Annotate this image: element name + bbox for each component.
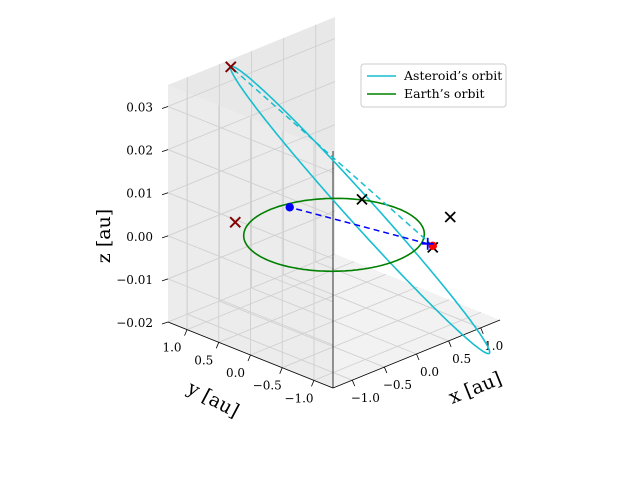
tick-labels: −1.0−0.50.00.51.01.00.50.0−0.5−1.0−0.02−… (116, 101, 503, 406)
cross-3 (356, 193, 368, 205)
grid-line-z-3 (166, 124, 336, 260)
z-tick-label-4: 0.02 (126, 144, 153, 158)
grid-line-y-floor-2 (250, 286, 418, 356)
z-tick-label-3: 0.01 (126, 187, 153, 201)
z-axis-label: z [au] (93, 209, 115, 263)
grid-line-z-5 (166, 38, 336, 173)
grid-line-y-floor-4 (186, 261, 355, 331)
z-tick-label-1: −0.01 (116, 273, 153, 287)
z-tick-mark-0 (161, 321, 169, 325)
blue-dashed-line (289, 206, 428, 245)
blue-point (285, 203, 294, 212)
x-tick-mark-1 (384, 366, 388, 374)
x-tick-label-1: −0.5 (383, 378, 412, 392)
x-tick-label-0: −1.0 (351, 391, 380, 405)
y-tick-mark-2 (247, 354, 251, 362)
y-tick-label-3: −0.5 (253, 379, 282, 393)
cross-red-2 (229, 216, 241, 228)
cross-red-1 (225, 61, 237, 73)
y-tick-mark-0 (184, 329, 188, 336)
y-axis-label: y [au] (183, 377, 243, 423)
grid-line-z-1 (166, 210, 336, 346)
x-tick-label-2: 0.0 (420, 365, 439, 379)
cross-red-1-stroke-b (225, 61, 237, 73)
z-tick-mark-5 (161, 106, 169, 109)
grid-line-z-4 (166, 81, 336, 217)
legend-label-asteroid: Asteroid’s orbit (403, 68, 502, 83)
z-tick-label-0: −0.02 (116, 316, 153, 330)
grid-line-z-2 (166, 167, 336, 303)
red-point (428, 241, 437, 251)
y-tick-mark-3 (279, 367, 283, 374)
x-tick-mark-2 (416, 353, 420, 361)
legend-label-earth: Earth’s orbit (404, 86, 485, 101)
x-axis-label: x [au] (446, 368, 505, 409)
z-tick-mark-4 (161, 149, 169, 153)
cross-3-stroke-b (356, 193, 368, 205)
z-tick-label-5: 0.03 (126, 101, 153, 115)
cross-5-stroke-b (444, 211, 456, 223)
x-tick-mark-0 (351, 379, 356, 387)
z-tick-label-2: 0.00 (126, 230, 153, 244)
y-tick-label-2: 0.0 (226, 366, 245, 380)
y-tick-mark-4 (311, 380, 315, 387)
cyan-line-of-nodes (230, 66, 434, 247)
legend: Asteroid’s orbit Earth’s orbit (360, 63, 507, 108)
y-tick-mark-1 (215, 342, 220, 349)
cross-5 (444, 211, 456, 223)
y-tick-label-4: −1.0 (284, 391, 313, 405)
cross-red-2-stroke-b (229, 216, 241, 228)
grid-line-y-floor-3 (218, 273, 386, 343)
series-0-orbit (229, 65, 491, 355)
legend-frame (360, 63, 507, 108)
series-layer (229, 65, 491, 355)
series-1-orbit (242, 197, 426, 273)
z-tick-mark-3 (161, 192, 169, 196)
x-tick-label-3: 0.5 (452, 352, 471, 366)
y-tick-label-1: 0.5 (194, 353, 213, 367)
y-tick-label-0: 1.0 (162, 341, 181, 355)
marker-layer (225, 61, 456, 254)
grid-lines (166, 24, 482, 389)
x-tick-mark-4 (480, 327, 484, 335)
blue-plus (421, 237, 434, 250)
z-tick-mark-2 (161, 235, 169, 239)
z-tick-mark-1 (161, 278, 169, 282)
x-tick-mark-3 (448, 340, 452, 348)
